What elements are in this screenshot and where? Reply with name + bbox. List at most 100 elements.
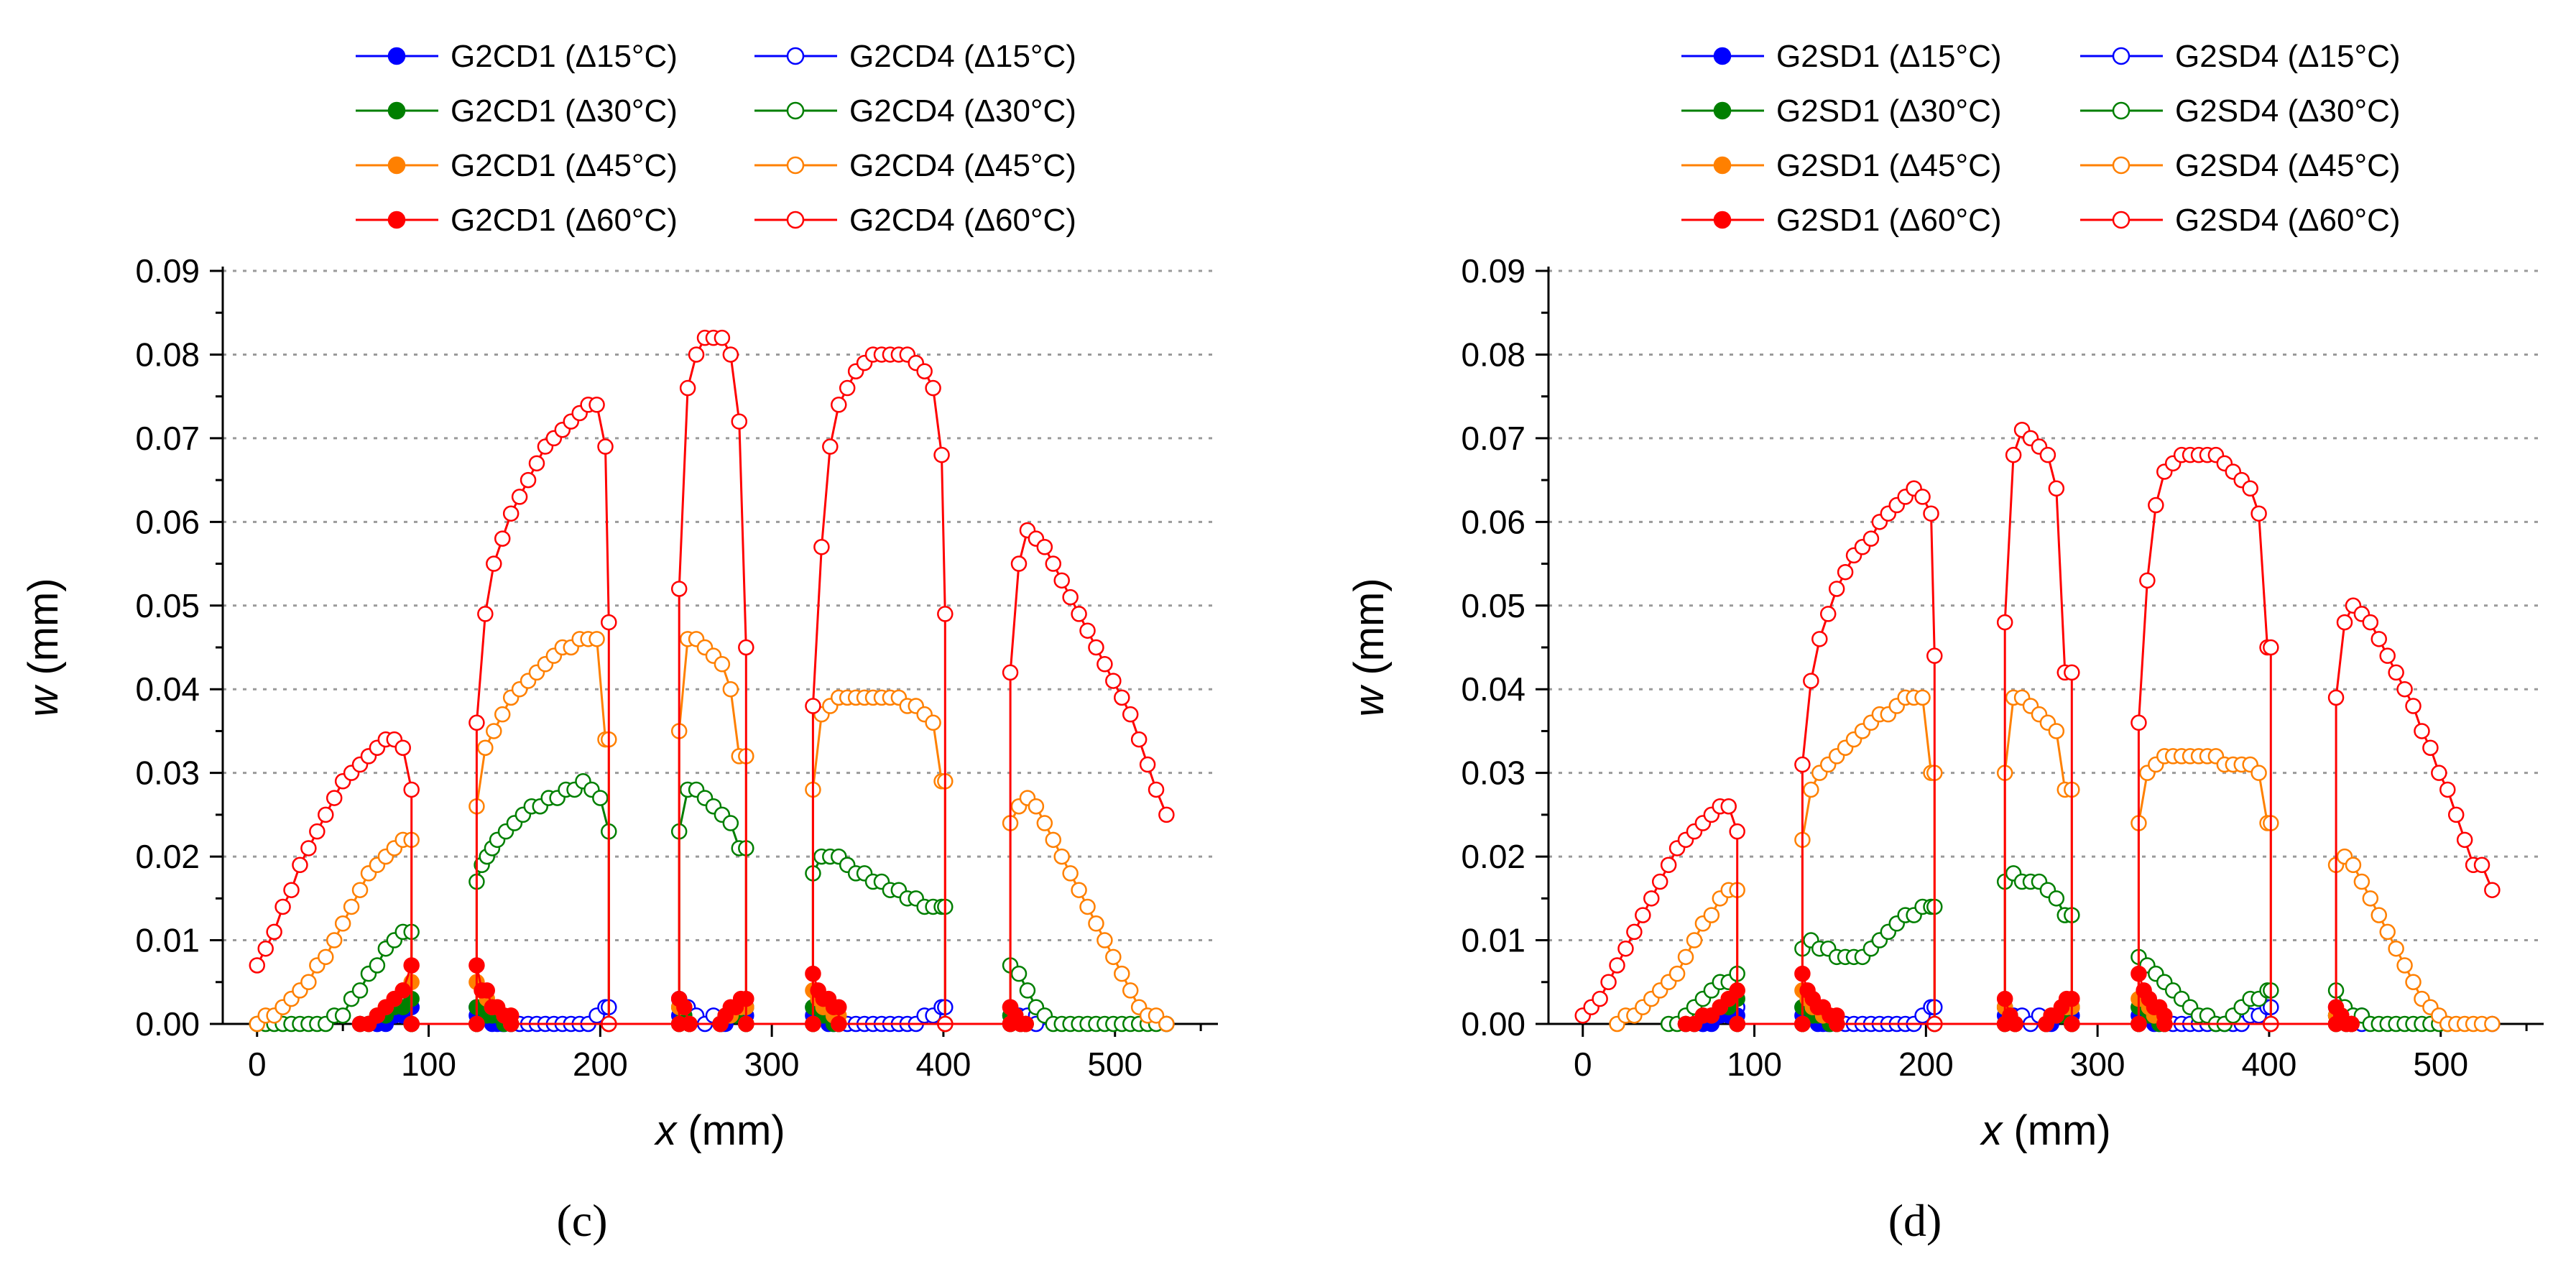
data-point: [1794, 1015, 1811, 1033]
data-point: [681, 1015, 698, 1033]
data-point: [1097, 656, 1113, 673]
data-point: [1837, 563, 1854, 581]
data-point: [2362, 614, 2379, 631]
data-point: [2048, 890, 2065, 907]
data-point: [822, 438, 839, 455]
series-line: [256, 336, 1168, 1025]
legend-label: G2SD4 (Δ30°C): [2175, 93, 2401, 129]
data-point: [670, 581, 688, 597]
data-point: [1923, 505, 1939, 522]
x-tick-label: 400: [2242, 1045, 2297, 1083]
data-point: [722, 815, 739, 831]
legend-marker: [2112, 101, 2130, 120]
legend-label: G2CD4 (Δ30°C): [849, 93, 1076, 129]
legend-label: G2CD1 (Δ45°C): [451, 148, 678, 183]
data-point: [249, 957, 266, 974]
x-tick-label: 200: [573, 1045, 628, 1083]
data-point: [2473, 856, 2490, 874]
data-point: [351, 982, 369, 999]
data-point: [2396, 957, 2413, 974]
data-point: [2405, 698, 2422, 714]
y-tick-label: 0.05: [135, 587, 200, 624]
y-tick-label: 0.00: [135, 1005, 200, 1043]
data-point: [309, 823, 326, 840]
data-point: [2370, 907, 2388, 923]
data-point: [394, 739, 411, 756]
data-point: [1811, 631, 1828, 647]
data-point: [2439, 781, 2456, 798]
data-point: [1703, 907, 1720, 923]
data-point: [369, 957, 386, 974]
y-tick-label: 0.08: [1461, 336, 1525, 373]
legend-marker: [387, 156, 406, 175]
legend-label: G2SD1 (Δ15°C): [1776, 39, 2002, 74]
data-point: [813, 539, 830, 555]
data-point: [274, 898, 291, 915]
data-point: [1643, 890, 1660, 907]
data-point: [2148, 497, 2164, 514]
data-point: [394, 982, 411, 999]
x-axis-unit: (mm): [2002, 1107, 2110, 1154]
data-point: [1071, 606, 1087, 622]
data-point: [2327, 689, 2345, 706]
legend-marker: [2112, 47, 2130, 65]
data-point: [326, 790, 343, 806]
legend-entry: G2SD4 (Δ45°C): [2080, 148, 2401, 183]
data-point: [1651, 873, 1668, 890]
legend-label: G2SD4 (Δ60°C): [2175, 203, 2401, 238]
x-tick-label: 200: [1898, 1045, 1954, 1083]
y-tick-label: 0.07: [135, 420, 200, 457]
data-point: [2007, 1015, 2023, 1033]
legend-marker: [1713, 47, 1732, 65]
data-point: [1097, 932, 1113, 948]
data-point: [2250, 765, 2267, 781]
data-point: [1036, 539, 1053, 555]
x-tick-label: 100: [1727, 1045, 1782, 1083]
data-point: [2388, 664, 2404, 681]
data-point: [468, 1015, 485, 1033]
data-point: [2370, 631, 2388, 647]
data-point: [1729, 823, 1745, 840]
legend-marker: [1713, 101, 1732, 120]
data-point: [292, 856, 308, 874]
data-point: [1677, 948, 1694, 966]
data-point: [925, 379, 941, 397]
y-tick-label: 0.02: [1461, 838, 1525, 875]
data-point: [1079, 898, 1096, 915]
legend-marker: [786, 211, 805, 229]
y-tick-label: 0.06: [1461, 503, 1525, 540]
data-point: [1053, 572, 1070, 589]
data-point: [722, 346, 739, 363]
data-point: [597, 438, 614, 455]
data-point: [2422, 739, 2439, 756]
data-point: [1914, 689, 1931, 706]
x-tick-label: 500: [1087, 1045, 1142, 1083]
data-point: [1088, 639, 1104, 656]
data-point: [2250, 505, 2267, 522]
data-point: [805, 1015, 821, 1033]
legend-label: G2CD1 (Δ30°C): [451, 93, 678, 129]
y-tick-label: 0.03: [135, 754, 200, 792]
legend-entry: G2SD1 (Δ30°C): [1681, 93, 2002, 129]
data-point: [1926, 647, 1943, 664]
data-point: [2048, 723, 2065, 739]
data-point: [2064, 664, 2080, 681]
data-point: [300, 974, 317, 991]
data-point: [1010, 555, 1028, 572]
data-point: [1053, 848, 1070, 865]
data-point: [2405, 974, 2422, 991]
y-tick-label: 0.05: [1461, 587, 1525, 624]
data-point: [1828, 1015, 1845, 1033]
data-point: [494, 530, 511, 547]
data-point: [2353, 873, 2370, 890]
data-point: [1148, 1007, 1165, 1024]
data-point: [1130, 731, 1148, 748]
data-point: [916, 363, 933, 379]
data-point: [738, 639, 754, 656]
data-point: [334, 1007, 351, 1024]
data-point: [477, 606, 494, 622]
y-tick-label: 0.07: [1461, 420, 1525, 457]
data-point: [2396, 680, 2413, 698]
data-point: [2242, 480, 2258, 497]
